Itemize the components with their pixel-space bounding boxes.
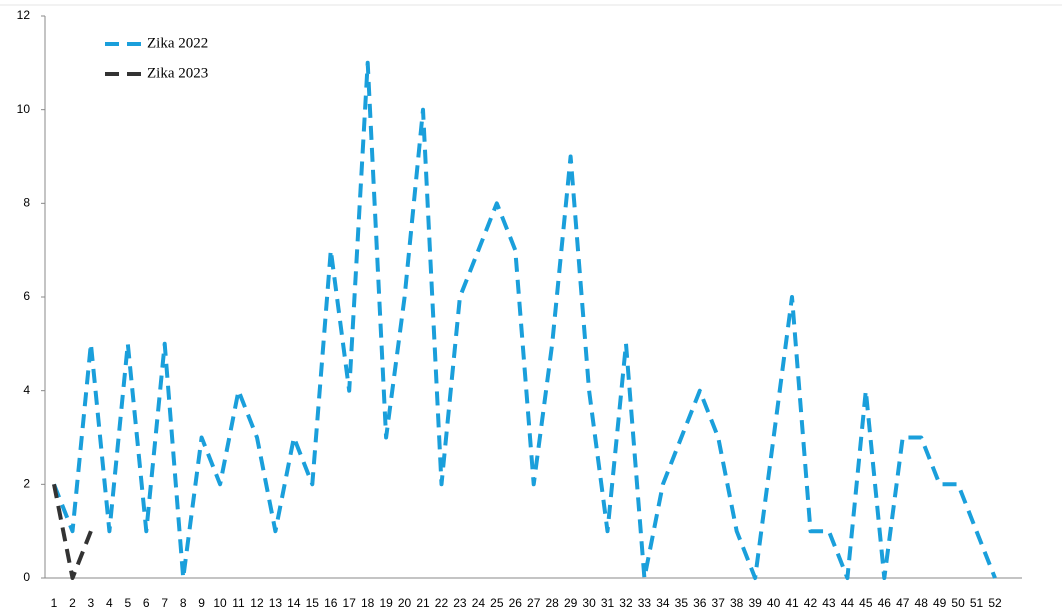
x-tick-label: 11 bbox=[232, 596, 245, 610]
x-tick-label: 10 bbox=[213, 596, 227, 610]
x-tick-label: 14 bbox=[287, 596, 301, 610]
x-tick-label: 34 bbox=[656, 596, 670, 610]
x-tick-label: 38 bbox=[730, 596, 744, 610]
y-tick-label: 0 bbox=[23, 570, 30, 584]
x-tick-label: 26 bbox=[509, 596, 523, 610]
x-tick-label: 36 bbox=[693, 596, 707, 610]
x-tick-label: 20 bbox=[398, 596, 412, 610]
x-tick-label: 35 bbox=[675, 596, 689, 610]
legend-label: Zika 2022 bbox=[147, 35, 208, 51]
y-tick-label: 10 bbox=[17, 102, 31, 116]
x-tick-label: 33 bbox=[638, 596, 652, 610]
x-tick-label: 21 bbox=[416, 596, 430, 610]
x-tick-label: 8 bbox=[180, 596, 187, 610]
x-tick-label: 18 bbox=[361, 596, 375, 610]
x-tick-label: 42 bbox=[804, 596, 818, 610]
data-line bbox=[52, 483, 93, 580]
x-tick-label: 31 bbox=[601, 596, 615, 610]
x-tick-label: 39 bbox=[748, 596, 762, 610]
x-tick-label: 28 bbox=[545, 596, 559, 610]
x-tick-label: 22 bbox=[435, 596, 449, 610]
x-tick-label: 5 bbox=[124, 596, 131, 610]
x-tick-label: 6 bbox=[143, 596, 150, 610]
x-tick-label: 9 bbox=[198, 596, 205, 610]
x-tick-label: 44 bbox=[841, 596, 855, 610]
x-tick-label: 29 bbox=[564, 596, 578, 610]
y-tick-label: 8 bbox=[23, 196, 30, 210]
x-tick-label: 47 bbox=[896, 596, 910, 610]
x-tick-label: 3 bbox=[88, 596, 95, 610]
x-tick-label: 51 bbox=[970, 596, 984, 610]
y-tick-label: 2 bbox=[23, 477, 30, 491]
x-tick-label: 12 bbox=[250, 596, 264, 610]
data-line bbox=[52, 60, 997, 580]
x-tick-label: 7 bbox=[161, 596, 168, 610]
x-tick-label: 41 bbox=[785, 596, 799, 610]
x-tick-label: 32 bbox=[619, 596, 633, 610]
x-tick-label: 48 bbox=[915, 596, 929, 610]
x-tick-label: 52 bbox=[988, 596, 1002, 610]
x-tick-label: 4 bbox=[106, 596, 113, 610]
x-tick-label: 43 bbox=[822, 596, 836, 610]
x-tick-label: 15 bbox=[306, 596, 320, 610]
x-tick-label: 50 bbox=[951, 596, 965, 610]
x-tick-label: 23 bbox=[453, 596, 467, 610]
x-tick-label: 13 bbox=[269, 596, 283, 610]
x-tick-label: 40 bbox=[767, 596, 781, 610]
x-tick-label: 45 bbox=[859, 596, 873, 610]
x-tick-label: 30 bbox=[582, 596, 596, 610]
x-tick-label: 24 bbox=[472, 596, 486, 610]
legend-label: Zika 2023 bbox=[147, 65, 208, 81]
x-tick-label: 17 bbox=[343, 596, 357, 610]
y-tick-label: 6 bbox=[23, 289, 30, 303]
x-tick-label: 19 bbox=[379, 596, 393, 610]
x-tick-label: 46 bbox=[878, 596, 892, 610]
x-tick-label: 2 bbox=[69, 596, 76, 610]
x-tick-label: 27 bbox=[527, 596, 541, 610]
y-tick-label: 4 bbox=[23, 383, 30, 397]
x-tick-label: 25 bbox=[490, 596, 504, 610]
x-tick-label: 37 bbox=[712, 596, 726, 610]
y-tick-label: 12 bbox=[17, 8, 31, 22]
x-tick-label: 49 bbox=[933, 596, 947, 610]
x-tick-label: 1 bbox=[51, 596, 58, 610]
x-tick-label: 16 bbox=[324, 596, 338, 610]
